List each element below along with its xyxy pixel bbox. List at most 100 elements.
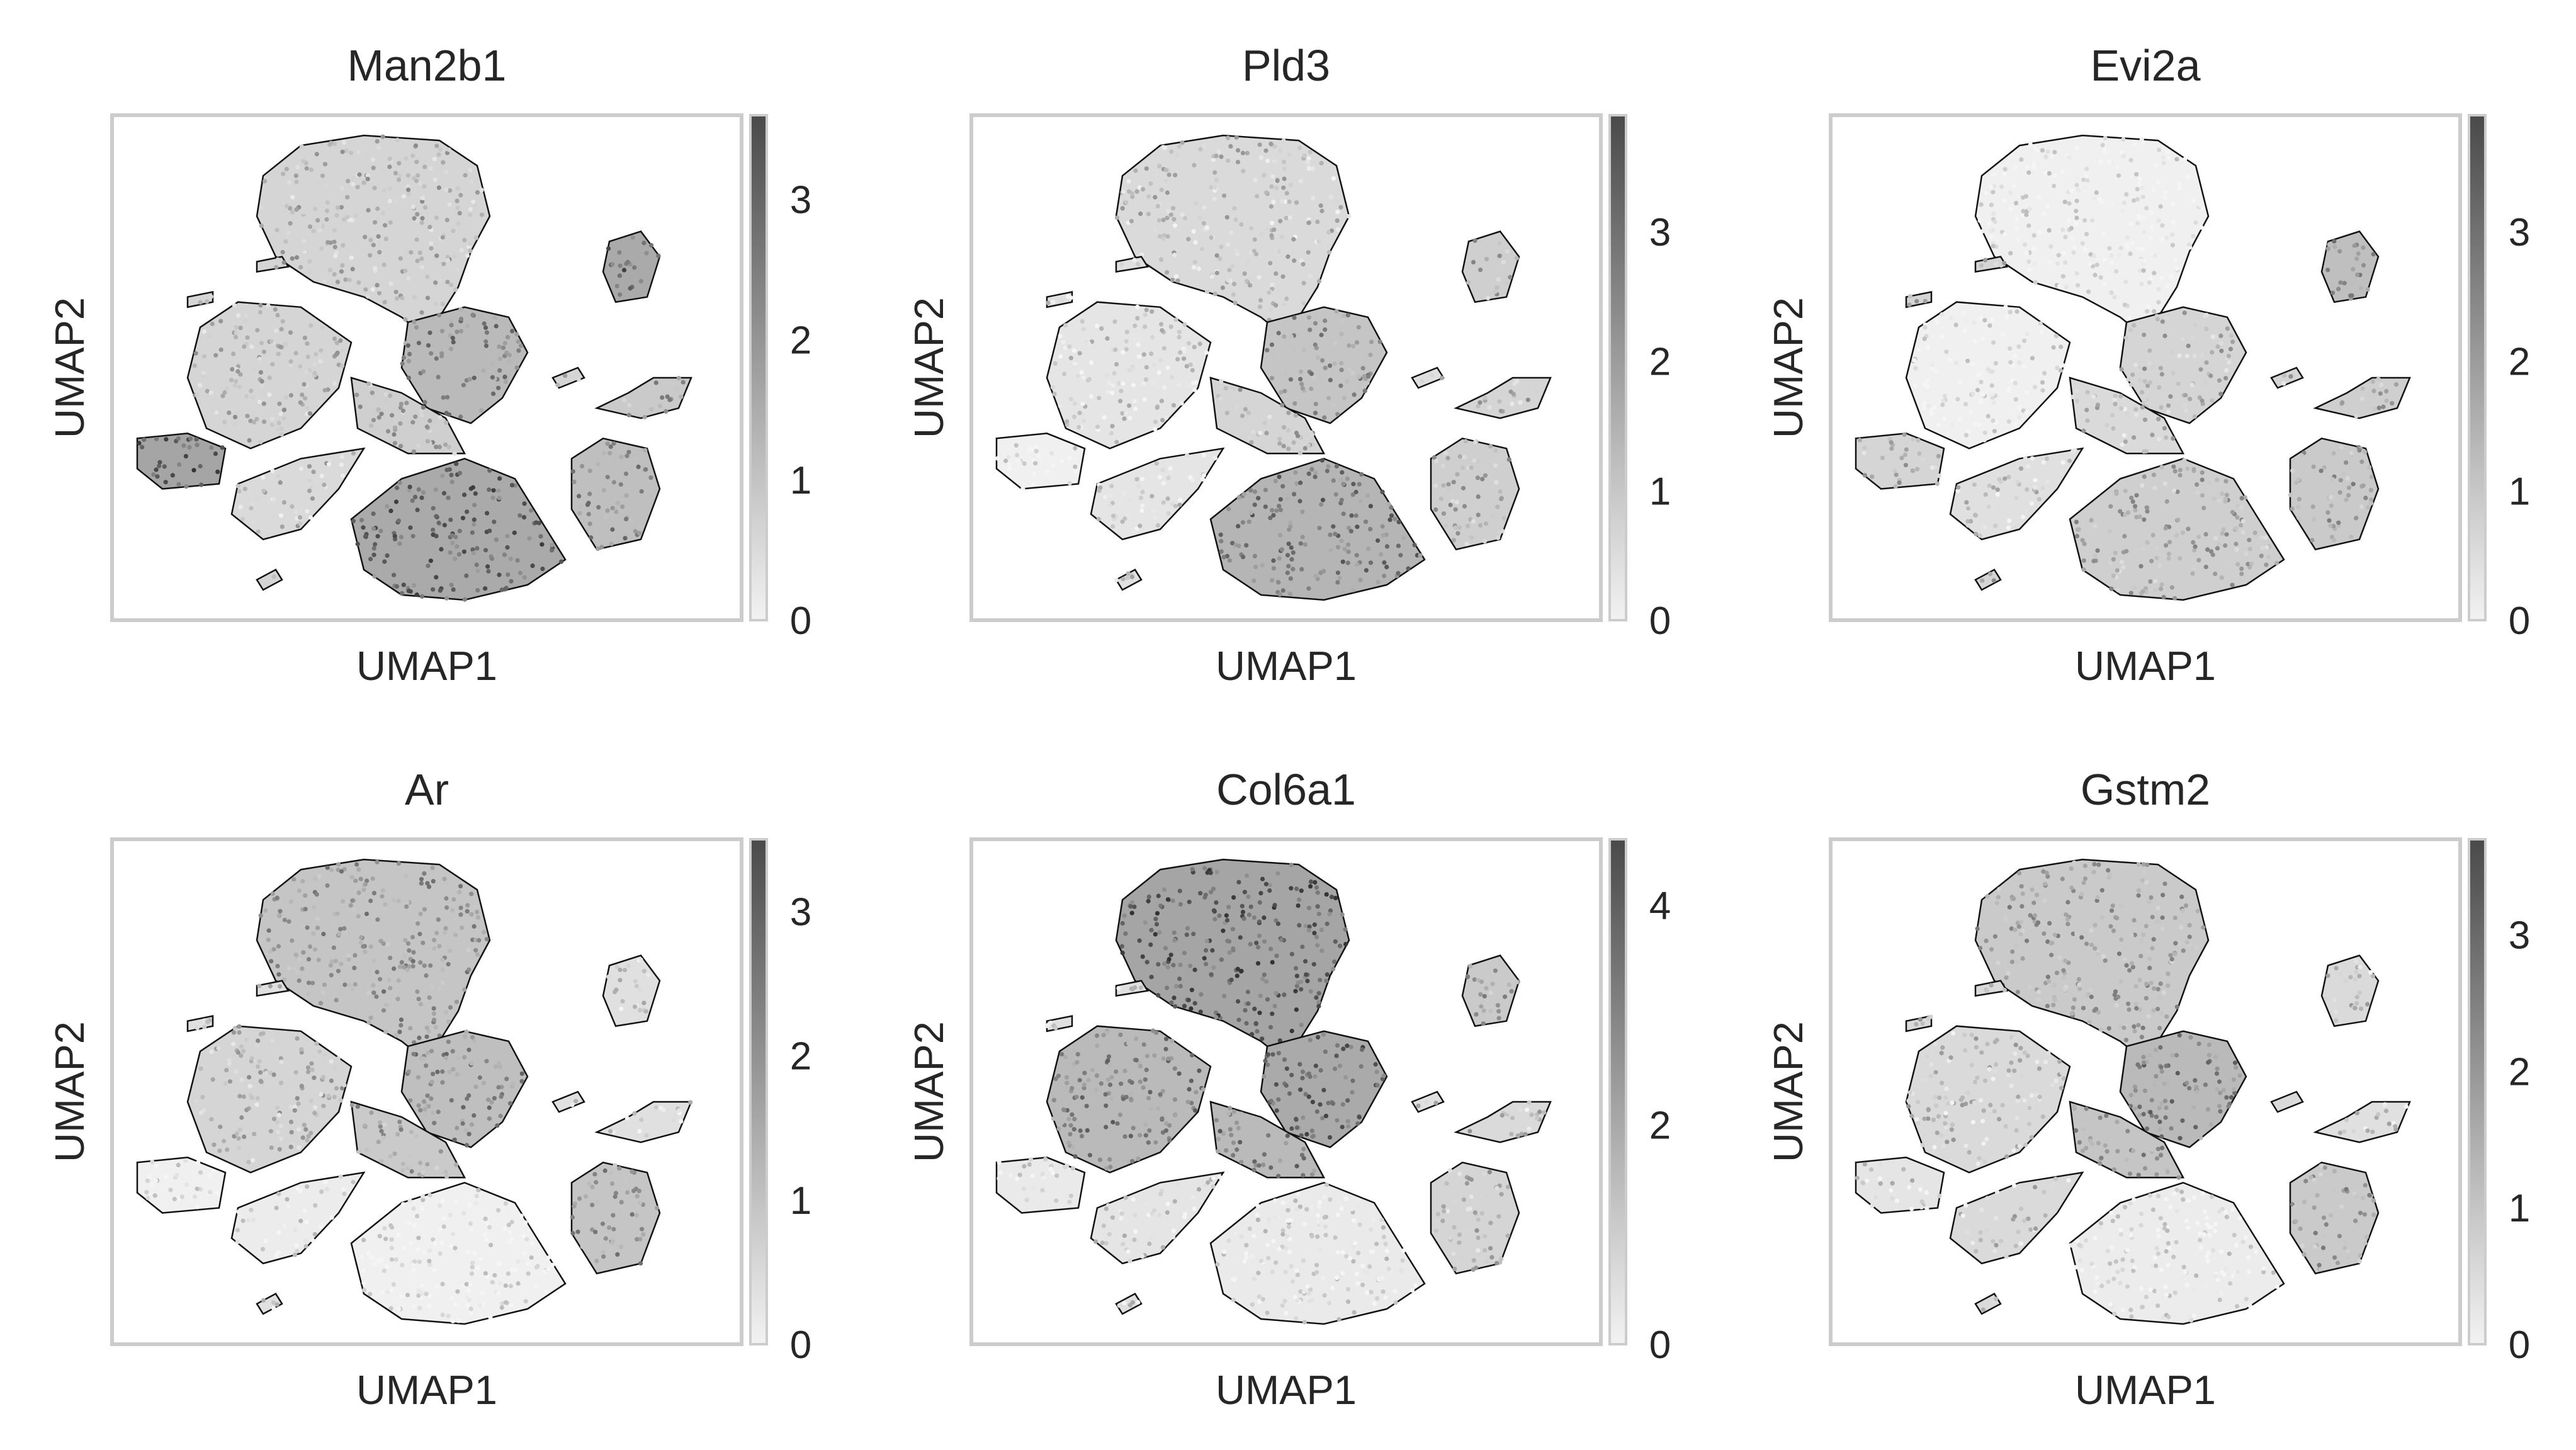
cell-point bbox=[1146, 898, 1151, 903]
cell-point bbox=[1166, 208, 1171, 213]
cell-point bbox=[298, 521, 303, 526]
cell-point bbox=[1496, 1009, 1501, 1014]
cell-point bbox=[428, 558, 434, 564]
cell-point bbox=[1182, 356, 1187, 361]
cell-point bbox=[1982, 438, 1987, 443]
cell-point bbox=[1208, 870, 1213, 875]
cell-point bbox=[304, 1192, 309, 1198]
cell-point bbox=[1309, 879, 1314, 884]
cell-point bbox=[2141, 547, 2146, 552]
cell-point bbox=[507, 1240, 512, 1245]
cell-point bbox=[297, 1145, 302, 1150]
cell-point bbox=[341, 898, 346, 903]
cell-point bbox=[1144, 1067, 1149, 1072]
cell-point bbox=[317, 180, 322, 185]
cell-point bbox=[336, 1056, 341, 1061]
cell-point bbox=[1351, 344, 1356, 349]
cell-point bbox=[614, 987, 619, 992]
cell-point bbox=[1936, 473, 1941, 479]
cell-point bbox=[1364, 568, 1369, 573]
cell-point bbox=[1386, 502, 1391, 507]
cell-point bbox=[445, 254, 450, 259]
cell-point bbox=[1257, 275, 1262, 280]
cell-point bbox=[1369, 1249, 1374, 1254]
cell-point bbox=[429, 351, 434, 356]
cell-point bbox=[383, 223, 388, 228]
cell-point bbox=[1316, 1000, 1321, 1005]
cell-point bbox=[422, 400, 427, 405]
cell-point bbox=[154, 467, 159, 472]
cell-point bbox=[1294, 1117, 1299, 1122]
cell-point bbox=[1199, 992, 1204, 997]
cell-point bbox=[338, 1098, 343, 1103]
cell-point bbox=[1105, 389, 1110, 395]
cell-point bbox=[353, 878, 358, 883]
cell-point bbox=[618, 978, 623, 983]
cell-point bbox=[292, 1108, 297, 1113]
cell-point bbox=[1257, 919, 1262, 924]
cell-point bbox=[457, 470, 463, 476]
cell-point bbox=[648, 475, 653, 480]
cell-point bbox=[292, 1104, 297, 1109]
cell-point bbox=[2185, 174, 2190, 180]
cell-point bbox=[1329, 895, 1335, 900]
cell-point bbox=[406, 375, 411, 380]
cell-point bbox=[1119, 944, 1124, 949]
cell-point bbox=[1508, 389, 1513, 394]
cell-point bbox=[1249, 440, 1254, 445]
cell-point bbox=[2136, 888, 2141, 893]
cell-point bbox=[2147, 965, 2152, 970]
cell-point bbox=[1488, 444, 1493, 449]
cell-point bbox=[2124, 548, 2129, 554]
cell-point bbox=[373, 426, 378, 431]
cell-point bbox=[1501, 260, 1506, 265]
cell-point bbox=[2118, 394, 2123, 399]
cell-point bbox=[1107, 1062, 1112, 1067]
cell-point bbox=[1204, 961, 1209, 966]
cell-point bbox=[2147, 361, 2152, 366]
cell-point bbox=[1034, 445, 1039, 450]
cell-point bbox=[1301, 1156, 1306, 1161]
cell-point bbox=[2219, 348, 2224, 353]
cell-point bbox=[2014, 309, 2020, 314]
cell-point bbox=[1969, 519, 1974, 524]
cell-point bbox=[447, 1070, 452, 1075]
cell-point bbox=[2178, 473, 2183, 478]
cell-point bbox=[1965, 506, 1970, 511]
cell-point bbox=[1270, 351, 1275, 356]
cell-point bbox=[414, 178, 419, 183]
cell-point bbox=[2022, 242, 2027, 247]
cell-point bbox=[2205, 540, 2210, 545]
cell-point bbox=[609, 541, 614, 547]
cell-point bbox=[1147, 1128, 1152, 1133]
cell-point bbox=[2183, 903, 2189, 908]
cell-point bbox=[526, 1271, 531, 1276]
cell-point bbox=[451, 587, 456, 592]
cell-point bbox=[1465, 975, 1470, 980]
cell-point bbox=[1308, 430, 1313, 435]
cell-point bbox=[2138, 176, 2143, 181]
cell-point bbox=[533, 1283, 539, 1288]
cell-point bbox=[1940, 312, 1945, 317]
cell-point bbox=[1985, 893, 1990, 899]
cell-point bbox=[1287, 1250, 1292, 1255]
cell-point bbox=[1299, 888, 1304, 893]
cell-point bbox=[403, 937, 408, 943]
cell-point bbox=[406, 191, 412, 196]
cell-point bbox=[2047, 228, 2052, 233]
cell-point bbox=[2093, 946, 2098, 951]
cell-point bbox=[405, 173, 411, 178]
cell-point bbox=[398, 421, 403, 426]
cell-point bbox=[427, 1259, 432, 1264]
cell-point bbox=[1352, 1310, 1357, 1315]
cell-point bbox=[2152, 253, 2157, 258]
cell-point bbox=[421, 1099, 427, 1104]
cell-point bbox=[1286, 1224, 1291, 1230]
cell-point bbox=[505, 533, 510, 539]
cell-point bbox=[2000, 203, 2005, 208]
cell-point bbox=[2189, 382, 2195, 388]
cell-point bbox=[234, 325, 239, 330]
cell-point bbox=[1132, 258, 1137, 263]
cell-point bbox=[2009, 960, 2014, 965]
cell-point bbox=[440, 235, 445, 240]
